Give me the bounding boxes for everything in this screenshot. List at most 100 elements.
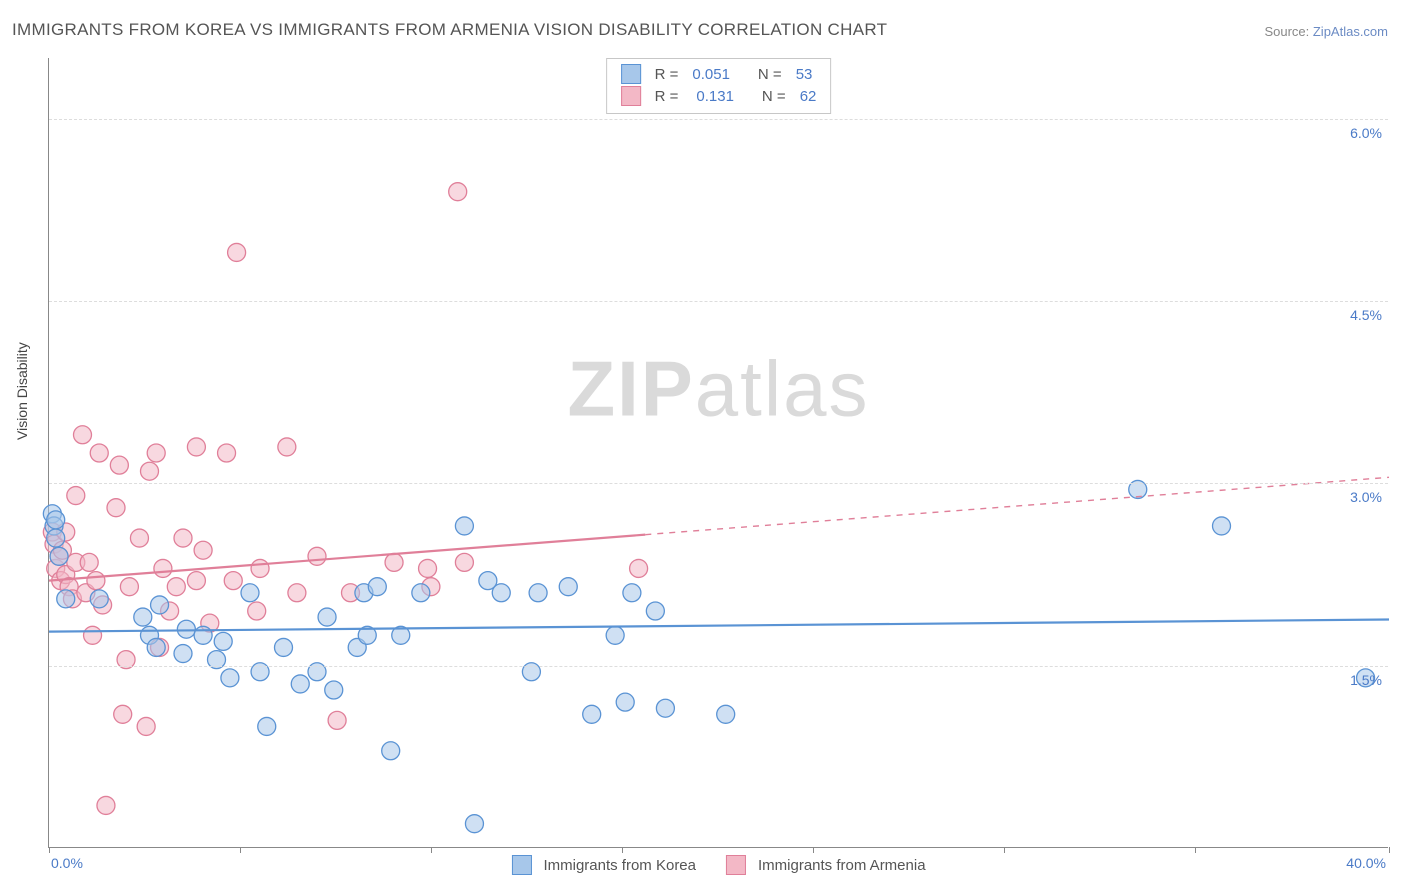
scatter-point bbox=[529, 584, 547, 602]
scatter-point bbox=[623, 584, 641, 602]
correlation-legend: R = 0.051 N = 53 R = 0.131 N = 62 bbox=[606, 58, 832, 114]
scatter-point bbox=[177, 620, 195, 638]
scatter-point bbox=[137, 717, 155, 735]
scatter-point bbox=[1213, 517, 1231, 535]
scatter-point bbox=[154, 559, 172, 577]
scatter-point bbox=[187, 572, 205, 590]
n-label: N = bbox=[762, 88, 786, 105]
scatter-point bbox=[241, 584, 259, 602]
scatter-point bbox=[325, 681, 343, 699]
x-tick bbox=[622, 847, 623, 853]
scatter-point bbox=[449, 183, 467, 201]
scatter-point bbox=[174, 529, 192, 547]
r-value-korea: 0.051 bbox=[692, 66, 730, 83]
legend-label-korea: Immigrants from Korea bbox=[543, 857, 696, 874]
x-tick bbox=[431, 847, 432, 853]
scatter-point bbox=[291, 675, 309, 693]
legend-item-korea: Immigrants from Korea bbox=[511, 855, 696, 875]
scatter-point bbox=[412, 584, 430, 602]
x-tick bbox=[1389, 847, 1390, 853]
n-value-armenia: 62 bbox=[800, 88, 817, 105]
scatter-point bbox=[167, 578, 185, 596]
x-tick bbox=[813, 847, 814, 853]
source-link[interactable]: ZipAtlas.com bbox=[1313, 24, 1388, 39]
swatch-armenia bbox=[621, 86, 641, 106]
gridline bbox=[49, 301, 1388, 302]
swatch-korea-icon bbox=[511, 855, 531, 875]
scatter-point bbox=[110, 456, 128, 474]
x-tick-label-left: 0.0% bbox=[51, 855, 83, 871]
trend-line bbox=[49, 620, 1389, 632]
scatter-point bbox=[120, 578, 138, 596]
scatter-point bbox=[80, 553, 98, 571]
scatter-point bbox=[559, 578, 577, 596]
swatch-armenia-icon bbox=[726, 855, 746, 875]
scatter-point bbox=[455, 553, 473, 571]
gridline bbox=[49, 483, 1388, 484]
scatter-point bbox=[606, 626, 624, 644]
y-tick-label: 1.5% bbox=[1350, 672, 1382, 688]
scatter-point bbox=[74, 426, 92, 444]
scatter-point bbox=[646, 602, 664, 620]
scatter-svg bbox=[49, 58, 1388, 847]
legend-row-korea: R = 0.051 N = 53 bbox=[621, 63, 817, 85]
scatter-point bbox=[187, 438, 205, 456]
scatter-point bbox=[465, 815, 483, 833]
r-label: R = bbox=[655, 66, 679, 83]
scatter-point bbox=[258, 717, 276, 735]
source-attribution: Source: ZipAtlas.com bbox=[1264, 24, 1388, 39]
scatter-point bbox=[717, 705, 735, 723]
gridline bbox=[49, 666, 1388, 667]
r-label: R = bbox=[655, 88, 679, 105]
scatter-point bbox=[107, 499, 125, 517]
scatter-point bbox=[385, 553, 403, 571]
scatter-point bbox=[134, 608, 152, 626]
scatter-point bbox=[47, 529, 65, 547]
scatter-point bbox=[308, 547, 326, 565]
chart-title: IMMIGRANTS FROM KOREA VS IMMIGRANTS FROM… bbox=[12, 20, 887, 40]
scatter-point bbox=[50, 547, 68, 565]
x-tick bbox=[240, 847, 241, 853]
gridline bbox=[49, 119, 1388, 120]
n-value-korea: 53 bbox=[796, 66, 813, 83]
n-label: N = bbox=[758, 66, 782, 83]
trend-line-dashed bbox=[645, 477, 1389, 534]
scatter-point bbox=[656, 699, 674, 717]
legend-label-armenia: Immigrants from Armenia bbox=[758, 857, 926, 874]
scatter-point bbox=[114, 705, 132, 723]
scatter-point bbox=[382, 742, 400, 760]
scatter-point bbox=[47, 511, 65, 529]
y-tick-label: 3.0% bbox=[1350, 489, 1382, 505]
legend-row-armenia: R = 0.131 N = 62 bbox=[621, 85, 817, 107]
scatter-point bbox=[194, 626, 212, 644]
legend-item-armenia: Immigrants from Armenia bbox=[726, 855, 926, 875]
scatter-point bbox=[248, 602, 266, 620]
x-tick-label-right: 40.0% bbox=[1346, 855, 1386, 871]
scatter-point bbox=[218, 444, 236, 462]
scatter-point bbox=[328, 711, 346, 729]
scatter-point bbox=[419, 559, 437, 577]
scatter-point bbox=[97, 796, 115, 814]
scatter-point bbox=[90, 444, 108, 462]
scatter-point bbox=[147, 638, 165, 656]
x-tick bbox=[1195, 847, 1196, 853]
scatter-point bbox=[84, 626, 102, 644]
scatter-point bbox=[275, 638, 293, 656]
scatter-point bbox=[147, 444, 165, 462]
r-value-armenia: 0.131 bbox=[696, 88, 734, 105]
scatter-point bbox=[630, 559, 648, 577]
x-tick bbox=[1004, 847, 1005, 853]
x-tick bbox=[49, 847, 50, 853]
swatch-korea bbox=[621, 64, 641, 84]
source-prefix: Source: bbox=[1264, 24, 1312, 39]
scatter-point bbox=[174, 645, 192, 663]
scatter-point bbox=[278, 438, 296, 456]
scatter-point bbox=[130, 529, 148, 547]
series-legend: Immigrants from Korea Immigrants from Ar… bbox=[511, 855, 925, 875]
scatter-point bbox=[141, 462, 159, 480]
scatter-point bbox=[151, 596, 169, 614]
scatter-point bbox=[455, 517, 473, 535]
scatter-point bbox=[90, 590, 108, 608]
scatter-point bbox=[288, 584, 306, 602]
scatter-point bbox=[57, 590, 75, 608]
